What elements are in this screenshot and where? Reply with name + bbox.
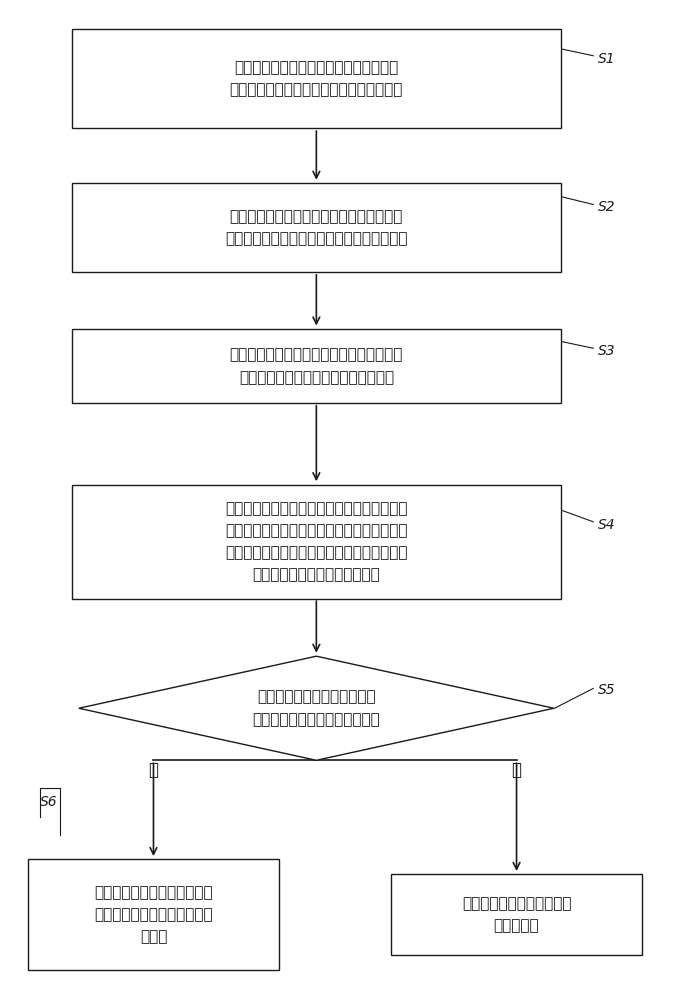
Text: 否: 否 xyxy=(512,761,521,779)
Text: 将疑是漏水信号与第一内部时间匹配并形成
第一检测设备的疑是漏水时间序列信号: 将疑是漏水信号与第一内部时间匹配并形成 第一检测设备的疑是漏水时间序列信号 xyxy=(229,348,403,385)
FancyBboxPatch shape xyxy=(72,29,561,128)
Text: 利用疑是漏水信号和定位漏水
信号的时间差定位管道上漏水
的位置: 利用疑是漏水信号和定位漏水 信号的时间差定位管道上漏水 的位置 xyxy=(94,885,213,944)
Text: 根据第一内部时间选取第二检测设备内对应的
内部时间形成第二内部时间，并将第二检测设
备在第二内部时间内检测到的信号与第二内部
时间匹配形成配对时间序列信号: 根据第一内部时间选取第二检测设备内对应的 内部时间形成第二内部时间，并将第二检测… xyxy=(225,501,407,582)
FancyBboxPatch shape xyxy=(28,859,279,970)
FancyBboxPatch shape xyxy=(72,485,561,599)
FancyBboxPatch shape xyxy=(72,329,561,403)
Text: S4: S4 xyxy=(598,518,616,532)
FancyBboxPatch shape xyxy=(72,183,561,272)
Text: S6: S6 xyxy=(40,795,58,809)
Text: 打开两个检测设备的北斗信号接收模块，将
检测设备的内部时间同步至北斗卫星基准时间: 打开两个检测设备的北斗信号接收模块，将 检测设备的内部时间同步至北斗卫星基准时间 xyxy=(225,209,407,246)
FancyBboxPatch shape xyxy=(391,874,642,955)
Text: 判断配对时间序列信号与疑是
漏水时间序列信号是否能够配对: 判断配对时间序列信号与疑是 漏水时间序列信号是否能够配对 xyxy=(253,690,380,727)
Text: S3: S3 xyxy=(598,344,616,358)
Text: 疑是漏水信号为错误信号，
不进行处理: 疑是漏水信号为错误信号， 不进行处理 xyxy=(462,896,572,933)
Text: S5: S5 xyxy=(598,683,616,697)
Text: S2: S2 xyxy=(598,200,616,214)
Polygon shape xyxy=(79,656,554,760)
Text: 提供两个供收集管道信号的检测设备，将
两个检测设备间隔一定距离地设置在管道上: 提供两个供收集管道信号的检测设备，将 两个检测设备间隔一定距离地设置在管道上 xyxy=(229,60,403,97)
Text: S1: S1 xyxy=(598,52,616,66)
Text: 是: 是 xyxy=(148,761,159,779)
